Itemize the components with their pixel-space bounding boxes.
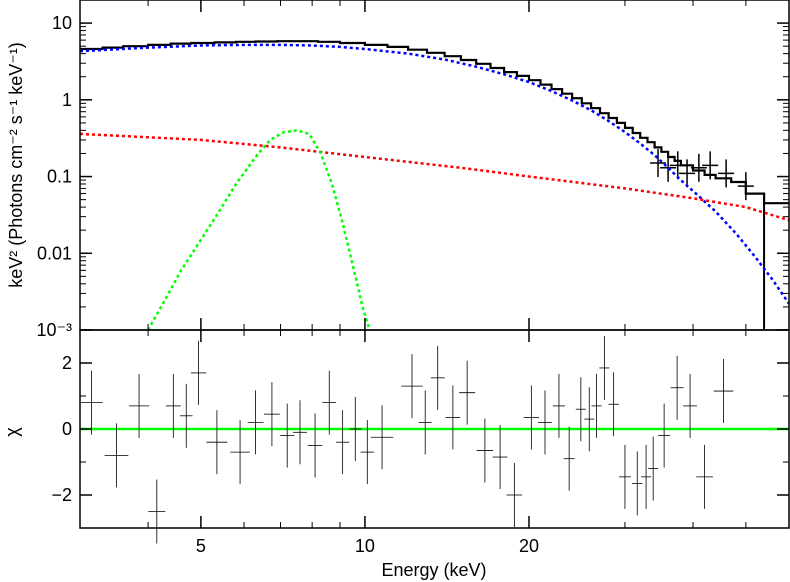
blue-model-component	[80, 43, 789, 305]
spectrum-curves	[80, 40, 789, 330]
spectrum-panel: 10 1 0.1 0.01 10⁻³ keV² (Photons cm⁻² s⁻¹ ke…	[6, 0, 790, 340]
residual-point	[608, 372, 619, 437]
residual-points	[80, 335, 734, 544]
y-tick-label: 1	[62, 90, 72, 110]
residual-point	[179, 383, 193, 448]
x-tick-label: 10	[355, 536, 375, 556]
residual-point	[401, 354, 423, 419]
x-tick-label: 5	[196, 536, 206, 556]
residual-point	[631, 451, 643, 516]
residual-point	[104, 423, 129, 488]
residuals-frame	[79, 329, 790, 529]
residual-point	[538, 390, 552, 455]
residual-point	[247, 390, 264, 455]
residual-point	[713, 359, 734, 424]
data-point	[679, 159, 696, 188]
residual-y-tick-label: 0	[62, 419, 72, 439]
y-tick-label: 0.01	[37, 243, 72, 263]
residual-point	[264, 382, 280, 447]
model-histogram	[80, 40, 789, 205]
residual-point	[523, 385, 540, 450]
residual-point	[670, 355, 684, 420]
green-model-component	[147, 129, 371, 330]
residual-point	[190, 340, 207, 405]
spectrum-y-ticks: 10 1 0.1 0.01 10⁻³	[36, 0, 789, 340]
residual-point	[683, 373, 697, 438]
y-tick-label: 0.1	[47, 167, 72, 187]
residual-point	[206, 410, 228, 475]
residual-point	[552, 373, 566, 438]
residual-point	[445, 385, 461, 450]
residual-point	[280, 403, 295, 468]
spectrum-y-axis-label: keV² (Photons cm⁻² s⁻¹ keV⁻¹)	[6, 42, 26, 288]
data-point	[660, 153, 677, 182]
residual-y-axis-label: χ	[2, 427, 22, 437]
residual-point	[563, 426, 575, 491]
data-point	[650, 149, 667, 178]
x-axis-ticks: 5 10 20	[79, 0, 790, 556]
residual-point	[648, 436, 659, 501]
y-tick-label: 10⁻³	[36, 320, 72, 340]
residual-point	[128, 373, 150, 438]
residual-point	[307, 413, 323, 478]
residual-point	[322, 370, 337, 435]
data-point	[669, 151, 686, 180]
red-model-component	[80, 132, 789, 222]
residual-point	[619, 444, 631, 509]
residual-point	[148, 479, 166, 544]
residual-point	[293, 400, 307, 465]
residual-point	[418, 390, 432, 455]
residual-point	[370, 405, 394, 470]
residual-point	[599, 335, 610, 400]
residual-point	[696, 444, 713, 509]
residual-y-tick-label: −2	[51, 485, 72, 505]
residual-point	[506, 463, 523, 527]
residual-point	[360, 420, 374, 485]
residual-point	[165, 373, 181, 438]
residual-point	[641, 444, 652, 509]
residual-point	[476, 418, 494, 483]
data-point	[702, 151, 719, 180]
residual-point	[430, 345, 445, 410]
residual-point	[80, 370, 103, 435]
residual-point	[349, 397, 362, 461]
residual-point	[658, 403, 671, 468]
data-point	[690, 153, 707, 182]
residual-point	[230, 420, 250, 485]
x-tick-label: 20	[519, 536, 539, 556]
data-point	[737, 172, 754, 201]
residual-point	[591, 373, 602, 438]
residual-y-tick-label: 2	[62, 353, 72, 373]
data-point	[718, 159, 735, 188]
residual-point	[336, 410, 350, 475]
residual-point	[492, 425, 508, 490]
x-axis-label: Energy (keV)	[381, 560, 486, 580]
residual-point	[584, 387, 595, 452]
y-tick-label: 10	[52, 13, 72, 33]
residual-point	[459, 360, 476, 425]
residual-point	[575, 377, 586, 442]
